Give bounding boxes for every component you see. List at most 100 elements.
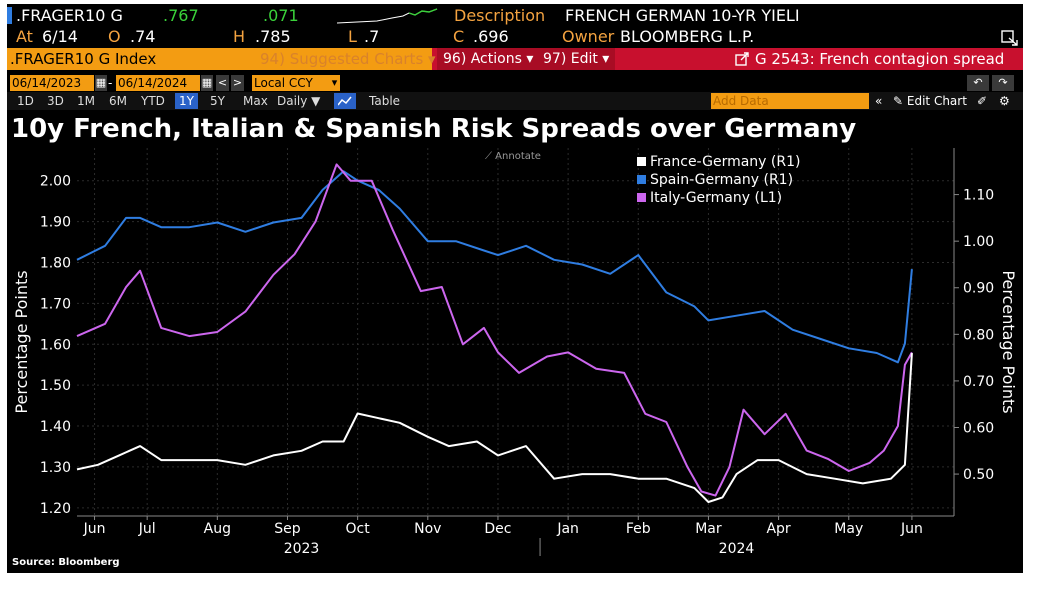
left-tick-label: 1.80 — [40, 255, 71, 271]
range-separator: - — [108, 76, 113, 90]
security-name[interactable]: .FRAGER10 G Index — [10, 50, 157, 68]
owner-label: Owner — [562, 27, 615, 46]
x-tick-label: May — [834, 521, 863, 537]
series-line-spain-germany — [76, 170, 913, 364]
ticker-symbol[interactable]: .FRAGER10 G — [16, 6, 123, 25]
right-tick-label: 0.60 — [963, 420, 994, 436]
ticker-marker — [7, 7, 12, 24]
legend-swatch — [637, 175, 646, 184]
x-tick-label: Apr — [766, 521, 790, 537]
line-chart-icon[interactable] — [334, 93, 356, 109]
edit-chart-button[interactable]: ✎ Edit Chart — [889, 93, 971, 109]
open-label: O — [108, 27, 121, 46]
right-tick-label: 0.80 — [963, 327, 994, 343]
legend-swatch — [637, 157, 646, 166]
x-tick-label: Feb — [626, 521, 651, 537]
left-tick-label: 1.30 — [40, 460, 71, 476]
legend: ⟋ Annotate France-Germany (R1) Spain-Germa… — [485, 151, 800, 206]
edit-chart-label: Edit Chart — [906, 94, 967, 108]
period-1y[interactable]: 1Y — [175, 93, 198, 109]
period-5y[interactable]: 5Y — [210, 94, 225, 108]
left-tick-label: 1.60 — [40, 337, 71, 353]
legend-label: Spain-Germany (R1) — [650, 172, 793, 188]
close-value: .696 — [473, 27, 509, 46]
period-ytd[interactable]: YTD — [141, 94, 165, 108]
x-tick-label: Oct — [346, 521, 371, 537]
period-1m[interactable]: 1M — [77, 94, 95, 108]
collapse-icon[interactable]: « — [875, 94, 883, 108]
undo-icon[interactable]: ↶ — [967, 75, 989, 91]
right-tick-label: 1.10 — [963, 188, 994, 204]
prev-period-button[interactable]: < — [216, 75, 229, 91]
x-tick-label: Jun — [900, 521, 923, 537]
owner-value: BLOOMBERG L.P. — [620, 27, 755, 46]
period-6m[interactable]: 6M — [109, 94, 127, 108]
actions-menu[interactable]: 96) Actions ▾ — [437, 48, 540, 70]
low-label: L — [348, 27, 357, 46]
left-tick-label: 1.70 — [40, 296, 71, 312]
description-value: FRENCH GERMAN 10-YR YIELI — [565, 6, 800, 25]
close-label: C — [453, 27, 465, 46]
popout-icon[interactable] — [1001, 30, 1019, 46]
legend-label: France-Germany (R1) — [650, 154, 800, 170]
frequency-select[interactable]: Daily ▼ — [277, 94, 321, 108]
series-line-france-germany — [76, 352, 913, 503]
x-tick-label: Jun — [83, 521, 106, 537]
chart-title: 10y French, Italian & Spanish Risk Sprea… — [11, 114, 857, 144]
left-tick-label: 1.90 — [40, 215, 71, 231]
chart-area: 2.00 1.90 1.80 1.70 1.60 1.50 1.40 1.30 1.20 1.10… — [12, 148, 1018, 557]
edit-menu[interactable]: 97) Edit ▾ — [537, 48, 616, 70]
add-data-input[interactable]: Add Data — [711, 93, 869, 109]
currency-select[interactable]: Local CCY — [252, 75, 329, 91]
suggested-charts-menu[interactable]: 94) Suggested Charts ▾ — [260, 50, 436, 68]
description-label: Description — [454, 6, 546, 25]
x-tick-label: Nov — [414, 521, 441, 537]
series-line-italy-germany — [76, 163, 913, 497]
next-period-button[interactable]: > — [231, 75, 244, 91]
chart-tool-icon[interactable]: ✐ — [977, 94, 988, 108]
period-3d[interactable]: 3D — [47, 94, 64, 108]
legend-label: Italy-Germany (L1) — [650, 190, 782, 206]
start-calendar-icon[interactable]: ▦ — [95, 75, 107, 91]
x-year-label: 2023 — [284, 541, 320, 557]
end-calendar-icon[interactable]: ▦ — [201, 75, 213, 91]
open-value: .74 — [130, 27, 156, 46]
period-1d[interactable]: 1D — [17, 94, 34, 108]
at-label: At — [16, 27, 33, 46]
right-axis-label: Percentage Points — [999, 270, 1018, 413]
currency-dropdown-icon[interactable]: ▾ — [329, 75, 340, 91]
x-tick-label: Jul — [138, 521, 156, 537]
date-range-row: 06/14/2023 ▦ - 06/14/2024 ▦ < > Local CC… — [7, 74, 1023, 92]
x-tick-label: Sep — [274, 521, 301, 537]
left-tick-label: 1.50 — [40, 378, 71, 394]
x-tick-label: Mar — [695, 521, 722, 537]
function-toolbar: .FRAGER10 G Index 94) Suggested Charts ▾… — [7, 48, 1023, 70]
left-axis-label: Percentage Points — [12, 270, 31, 413]
quote-detail-row: At 6/14 O .74 H .785 L .7 C .696 Owner B… — [7, 26, 1023, 50]
period-max[interactable]: Max — [243, 94, 268, 108]
low-value: .7 — [364, 27, 380, 46]
right-tick-label: 0.50 — [963, 467, 994, 483]
table-button[interactable]: Table — [369, 94, 401, 108]
right-tick-label: 0.70 — [963, 374, 994, 390]
x-tick-label: Dec — [484, 521, 511, 537]
high-label: H — [233, 27, 246, 46]
gridlines — [77, 148, 954, 516]
redo-icon[interactable]: ↷ — [992, 75, 1014, 91]
right-tick-label: 1.00 — [963, 234, 994, 250]
x-year-label: 2024 — [719, 541, 755, 557]
end-date-input[interactable]: 06/14/2024 — [116, 75, 200, 91]
sparkline — [337, 8, 438, 24]
x-tick-label: Jan — [556, 521, 579, 537]
settings-gear-icon[interactable]: ⚙ — [999, 94, 1010, 108]
series-lines — [76, 163, 913, 503]
high-value: .785 — [255, 27, 291, 46]
pencil-icon: ✎ — [893, 94, 904, 108]
related-chart-link[interactable]: G 2543: French contagion spread — [755, 50, 1005, 68]
net-change: .071 — [263, 6, 299, 25]
legend-swatch — [637, 193, 646, 202]
x-tick-label: Aug — [204, 521, 231, 537]
left-tick-label: 1.40 — [40, 419, 71, 435]
left-tick-label: 1.20 — [40, 501, 71, 517]
start-date-input[interactable]: 06/14/2023 — [10, 75, 94, 91]
